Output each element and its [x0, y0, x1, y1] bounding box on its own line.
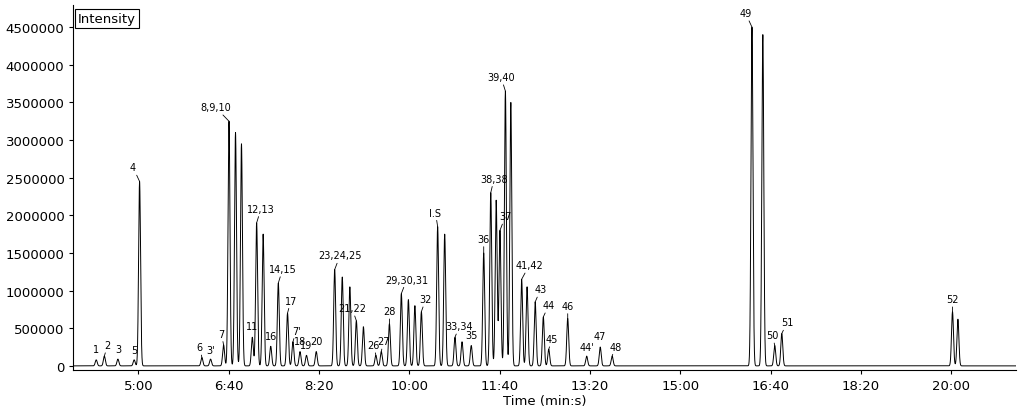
- Text: 7: 7: [219, 329, 225, 345]
- Text: 4: 4: [130, 163, 140, 182]
- Text: 52: 52: [946, 294, 959, 312]
- Text: 47: 47: [594, 331, 606, 341]
- Text: 33,34: 33,34: [446, 321, 473, 337]
- Text: 20: 20: [310, 337, 322, 347]
- Text: 7': 7': [292, 326, 300, 342]
- Text: 26: 26: [368, 340, 380, 356]
- Text: 2: 2: [104, 340, 110, 356]
- Text: 45: 45: [546, 334, 558, 349]
- Text: Intensity: Intensity: [78, 13, 136, 26]
- X-axis label: Time (min:s): Time (min:s): [503, 394, 587, 408]
- Text: 49: 49: [739, 9, 752, 28]
- Text: 21,22: 21,22: [338, 304, 366, 321]
- Text: 5: 5: [131, 346, 137, 356]
- Text: 28: 28: [383, 306, 396, 324]
- Text: 29,30,31: 29,30,31: [385, 275, 428, 294]
- Text: 50: 50: [766, 330, 779, 346]
- Text: 17: 17: [284, 296, 297, 313]
- Text: 43: 43: [535, 285, 547, 302]
- Text: 48: 48: [609, 342, 621, 356]
- Text: 18: 18: [294, 337, 307, 347]
- Text: 37: 37: [499, 212, 512, 231]
- Text: 6: 6: [196, 342, 202, 358]
- Text: 39,40: 39,40: [487, 73, 515, 92]
- Text: 36: 36: [477, 234, 490, 253]
- Text: 32: 32: [420, 294, 432, 312]
- Text: 16: 16: [265, 331, 277, 341]
- Text: 35: 35: [465, 330, 477, 340]
- Text: 14,15: 14,15: [269, 264, 296, 283]
- Text: I.S: I.S: [429, 208, 442, 227]
- Text: 41,42: 41,42: [515, 261, 543, 280]
- Text: 1: 1: [93, 344, 99, 354]
- Text: 44': 44': [579, 342, 594, 352]
- Text: 11: 11: [246, 321, 259, 332]
- Text: 23,24,25: 23,24,25: [318, 251, 362, 270]
- Text: 3: 3: [114, 344, 121, 354]
- Text: 3': 3': [206, 345, 215, 355]
- Text: 27: 27: [377, 337, 389, 352]
- Text: 51: 51: [781, 318, 793, 334]
- Text: 19: 19: [300, 340, 313, 350]
- Text: 38,38: 38,38: [480, 174, 508, 193]
- Text: 44: 44: [543, 300, 555, 317]
- Text: 8,9,10: 8,9,10: [200, 103, 231, 122]
- Text: 12,13: 12,13: [247, 204, 275, 223]
- Text: 46: 46: [561, 301, 573, 319]
